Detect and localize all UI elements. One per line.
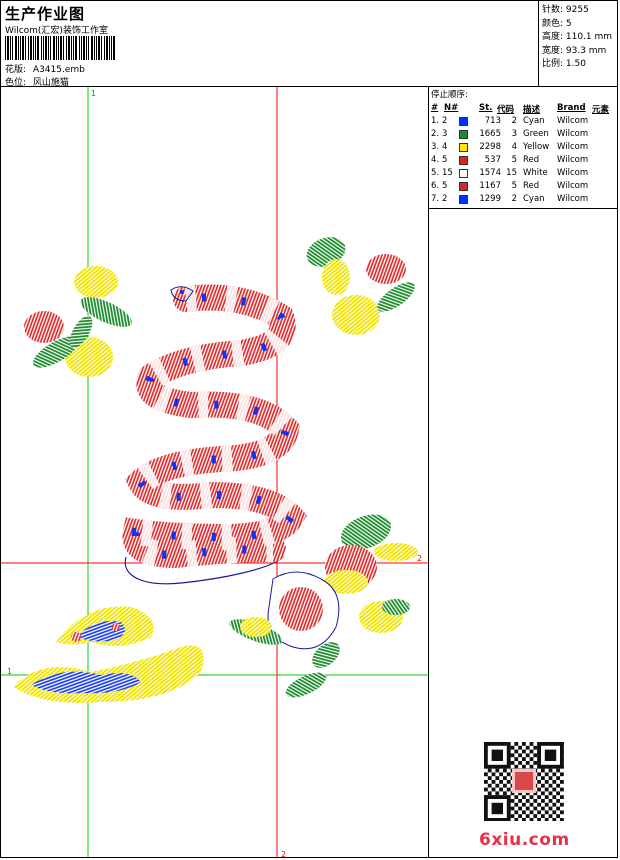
stop-description: Yellow bbox=[523, 142, 550, 152]
stop-index: 6. bbox=[431, 181, 440, 191]
colorway-value: 风山施猫 bbox=[32, 78, 69, 88]
stop-stitches: 1167 bbox=[479, 181, 501, 191]
col-header-stitches: St. bbox=[479, 103, 493, 113]
site-watermark: 6xiu.com bbox=[479, 830, 570, 850]
qr-code-image bbox=[482, 741, 566, 821]
col-header-needle: N# bbox=[444, 103, 459, 113]
stitch-count: 针数: 9255 bbox=[542, 5, 589, 15]
colorway-label: 色位: bbox=[5, 78, 27, 88]
color-swatch bbox=[459, 195, 468, 204]
stop-index: 1. bbox=[431, 116, 440, 126]
stop-needle: 15 bbox=[442, 168, 453, 178]
stop-row: 1. 2 713 2 Cyan Wilcom bbox=[429, 115, 617, 128]
stop-brand: Wilcom bbox=[557, 168, 589, 178]
company-name: Wilcom(汇宏)装饰工作室 bbox=[5, 26, 108, 36]
stop-index: 2. bbox=[431, 129, 440, 139]
color-count: 颜色: 5 bbox=[542, 18, 572, 29]
stop-row: 7. 2 1299 2 Cyan Wilcom bbox=[429, 193, 617, 206]
stop-needle: 5 bbox=[442, 155, 448, 165]
stop-needle: 2 bbox=[442, 116, 448, 126]
stop-stitches: 713 bbox=[484, 116, 501, 126]
stop-needle: 3 bbox=[442, 129, 448, 139]
stop-description: Cyan bbox=[523, 116, 545, 126]
swirl-bottom-left bbox=[13, 606, 204, 703]
stop-brand: Wilcom bbox=[557, 116, 589, 126]
stop-index: 4. bbox=[431, 155, 440, 165]
stop-description: Cyan bbox=[523, 194, 545, 204]
stop-stitches: 1665 bbox=[479, 129, 501, 139]
floral-top-left bbox=[24, 266, 132, 377]
stop-brand: Wilcom bbox=[557, 155, 589, 165]
col-header-element: 元素 bbox=[592, 105, 610, 115]
stop-index: 7. bbox=[431, 194, 440, 204]
design-canvas[interactable]: 1 1 2 2 bbox=[1, 87, 429, 858]
stop-brand: Wilcom bbox=[557, 129, 589, 139]
color-swatch bbox=[459, 130, 468, 139]
col-header-code: 代码 bbox=[497, 105, 515, 115]
barcode-image bbox=[5, 36, 115, 60]
color-swatch bbox=[459, 182, 468, 191]
stop-needle: 5 bbox=[442, 181, 448, 191]
stop-code: 2 bbox=[511, 194, 517, 204]
sheet-title: 生产作业图 bbox=[5, 5, 86, 23]
floral-bottom-right bbox=[229, 514, 418, 698]
sheet-header: 生产作业图 Wilcom(汇宏)装饰工作室 花版: A3415.emb 色位: … bbox=[1, 1, 539, 88]
design-label: 花版: bbox=[5, 65, 27, 75]
stop-sequence-panel: 停止顺序: # N# St. 代码 描述 Brand 元素 1. 2 713 2 Cya… bbox=[429, 87, 617, 209]
stop-index: 5. bbox=[431, 168, 440, 178]
color-swatch bbox=[459, 143, 468, 152]
stop-needle: 2 bbox=[442, 194, 448, 204]
stop-description: White bbox=[523, 168, 548, 178]
guide-label-h1: 1 bbox=[7, 667, 12, 676]
col-header-description: 描述 bbox=[523, 105, 541, 115]
stop-row: 4. 5 537 5 Red Wilcom bbox=[429, 154, 617, 167]
design-scale: 比例: 1.50 bbox=[542, 59, 586, 69]
colorway-row: 色位: 风山施猫 bbox=[5, 75, 69, 88]
stop-description: Green bbox=[523, 129, 549, 139]
guide-label-h2: 2 bbox=[417, 554, 422, 563]
design-name-row: 花版: A3415.emb bbox=[5, 62, 85, 75]
stop-code: 15 bbox=[506, 168, 517, 178]
stop-code: 5 bbox=[511, 155, 517, 165]
floral-top-right bbox=[306, 237, 415, 335]
stop-stitches: 1299 bbox=[479, 194, 501, 204]
stop-needle: 4 bbox=[442, 142, 448, 152]
design-value: A3415.emb bbox=[32, 65, 85, 75]
stop-brand: Wilcom bbox=[557, 194, 589, 204]
guide-label-v1: 1 bbox=[91, 89, 96, 98]
stop-code: 3 bbox=[511, 129, 517, 139]
stop-code: 2 bbox=[511, 116, 517, 126]
col-header-index: # bbox=[431, 103, 439, 113]
stats-panel: 针数: 9255 颜色: 5 高度: 110.1 mm 宽度: 93.3 mm … bbox=[539, 1, 617, 87]
stop-stitches: 537 bbox=[484, 155, 501, 165]
stop-row: 5. 15 1574 15 White Wilcom bbox=[429, 167, 617, 180]
stop-stitches: 2298 bbox=[479, 142, 501, 152]
stop-code: 5 bbox=[511, 181, 517, 191]
stop-index: 3. bbox=[431, 142, 440, 152]
design-width: 宽度: 93.3 mm bbox=[542, 45, 607, 56]
stop-sequence-title: 停止顺序: bbox=[431, 90, 468, 100]
stop-description: Red bbox=[523, 155, 540, 165]
stop-description: Red bbox=[523, 181, 540, 191]
snake-motif bbox=[122, 284, 307, 585]
color-swatch bbox=[459, 169, 468, 178]
color-swatch bbox=[459, 117, 468, 126]
stop-brand: Wilcom bbox=[557, 181, 589, 191]
guide-label-v2: 2 bbox=[281, 850, 286, 858]
color-swatch bbox=[459, 156, 468, 165]
stop-row: 3. 4 2298 4 Yellow Wilcom bbox=[429, 141, 617, 154]
embroidery-preview: 1 1 2 2 bbox=[1, 87, 429, 858]
stop-code: 4 bbox=[511, 142, 517, 152]
col-header-brand: Brand bbox=[557, 103, 586, 113]
stop-stitches: 1574 bbox=[479, 168, 501, 178]
design-height: 高度: 110.1 mm bbox=[542, 32, 613, 42]
stop-row: 6. 5 1167 5 Red Wilcom bbox=[429, 180, 617, 193]
stop-row: 2. 3 1665 3 Green Wilcom bbox=[429, 128, 617, 141]
stop-brand: Wilcom bbox=[557, 142, 589, 152]
